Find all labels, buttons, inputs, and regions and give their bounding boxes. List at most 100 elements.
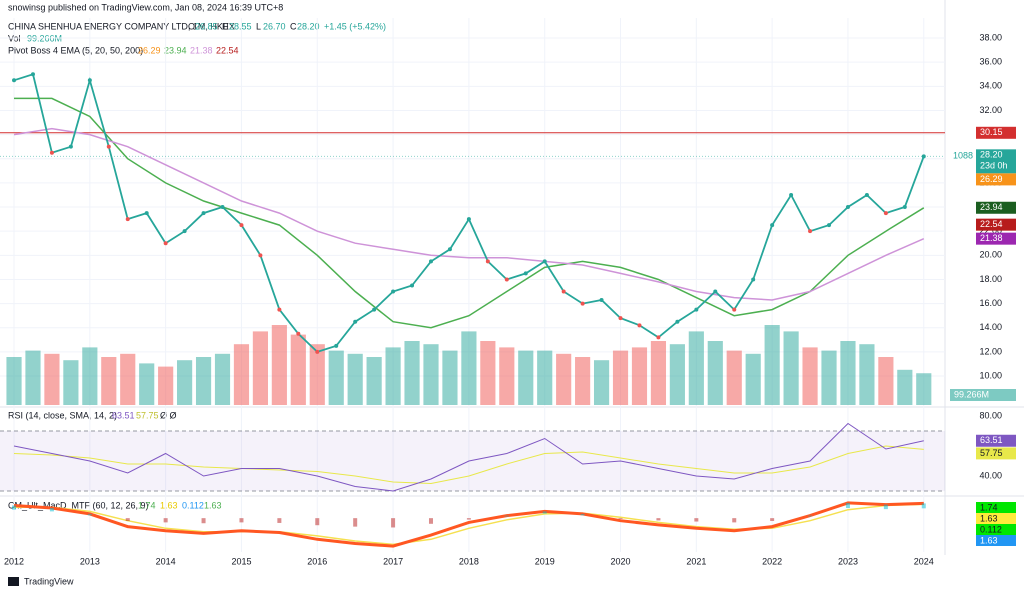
volume-bar <box>442 350 458 405</box>
ema-tag-text: 21.38 <box>980 233 1003 243</box>
price-point <box>315 349 320 354</box>
volume-bar <box>499 347 515 405</box>
rsi-band <box>0 431 945 492</box>
volume-bar <box>25 350 41 405</box>
macd-hist <box>542 511 547 514</box>
macd-hist <box>656 518 661 521</box>
macd-hist <box>732 518 737 523</box>
price-point <box>618 316 623 321</box>
brand-logo <box>8 577 19 586</box>
last-price-tag <box>976 149 1016 174</box>
ema-tag-text: 26.29 <box>980 174 1003 184</box>
resistance-tag <box>976 126 1016 139</box>
price-point <box>845 205 850 210</box>
macd-hist <box>580 513 585 516</box>
price-point <box>106 144 111 149</box>
macd-tag <box>976 535 1016 546</box>
rsi-tag-text: 63.51 <box>980 435 1003 445</box>
volume-bar <box>195 357 212 405</box>
y-tick-label: 20.00 <box>979 250 1002 260</box>
price-point <box>902 205 907 210</box>
volume-tag <box>950 389 1016 401</box>
price-point <box>447 247 452 252</box>
price-point <box>921 154 926 159</box>
volume-bar <box>745 353 761 405</box>
macd-signal <box>14 503 924 546</box>
ema-value: 26.29 <box>138 45 161 55</box>
price-point <box>789 192 794 197</box>
price-point <box>883 211 888 216</box>
price-point <box>599 297 604 302</box>
ohlc-label: L <box>256 21 261 31</box>
price-point <box>258 253 263 258</box>
volume-bar <box>726 350 742 405</box>
price-point <box>372 307 377 312</box>
volume-bar <box>631 347 648 405</box>
volume-bar <box>518 350 534 405</box>
ema-tag-text: 23.94 <box>980 202 1003 212</box>
volume-bar <box>177 360 193 405</box>
x-tick-label: 2015 <box>231 556 251 566</box>
volume-bar <box>423 344 439 405</box>
x-tick-label: 2014 <box>156 556 176 566</box>
macd-hist <box>618 518 623 519</box>
brand: TradingView <box>24 576 74 586</box>
volume-bar <box>537 350 553 405</box>
volume-bar <box>916 373 932 405</box>
volume-bar <box>252 331 268 405</box>
y-tick-label: 14.00 <box>979 322 1002 332</box>
ema-tag <box>976 201 1016 214</box>
rsi-value: 63.51 <box>112 410 135 420</box>
price-point <box>637 323 642 328</box>
macd-hist <box>845 502 850 508</box>
price-point <box>485 259 490 264</box>
macd-value: 1.63 <box>204 500 222 510</box>
header: snowinsg published on TradingView.com, J… <box>8 2 283 12</box>
change: +1.45 (+5.42%) <box>324 21 386 31</box>
rsi-line <box>13 422 924 492</box>
ema-tag <box>976 173 1016 186</box>
x-tick-label: 2020 <box>611 556 631 566</box>
volume-bar <box>612 350 629 405</box>
rsi-ma-tag <box>976 447 1016 460</box>
volume-bar <box>650 341 667 405</box>
volume-bar <box>556 353 572 405</box>
volume-bar <box>101 357 117 405</box>
price-point <box>827 223 832 228</box>
ema-value: 22.54 <box>216 45 239 55</box>
last-note: 1088 <box>953 151 973 161</box>
volume-bar <box>404 341 420 405</box>
volume-bar <box>6 357 22 405</box>
x-tick-label: 2013 <box>80 556 100 566</box>
price-point <box>68 144 73 149</box>
macd-hist <box>12 505 17 510</box>
price-point <box>732 307 737 312</box>
y-tick-label: 12.00 <box>979 346 1002 356</box>
x-tick-label: 2016 <box>307 556 327 566</box>
volume-bar <box>385 347 401 405</box>
macd-tag-text: 1.74 <box>980 502 998 512</box>
macd-hist <box>694 518 699 522</box>
rsi-label: RSI (14, close, SMA, 14, 2) <box>8 410 117 420</box>
macd-hist <box>315 518 320 526</box>
price-point <box>144 211 149 216</box>
x-tick-label: 2012 <box>4 556 24 566</box>
volume-bar <box>897 369 913 405</box>
resistance-tag-text: 30.15 <box>980 127 1003 137</box>
macd-hist <box>883 504 888 510</box>
price-point <box>864 192 869 197</box>
macd-hist <box>201 518 206 524</box>
y-tick-label: 34.00 <box>979 81 1002 91</box>
rsi-extra: Ø Ø <box>160 410 177 420</box>
price-point <box>334 343 339 348</box>
volume-bar <box>783 331 799 405</box>
price-point <box>580 301 585 306</box>
y-tick-label: 16.00 <box>979 298 1002 308</box>
macd-tag-text: 1.63 <box>980 513 998 523</box>
macd-tag <box>976 524 1016 535</box>
price-point <box>391 289 396 294</box>
macd-value: 0.112 <box>182 500 204 510</box>
ohlc-value: 28.55 <box>229 21 252 31</box>
